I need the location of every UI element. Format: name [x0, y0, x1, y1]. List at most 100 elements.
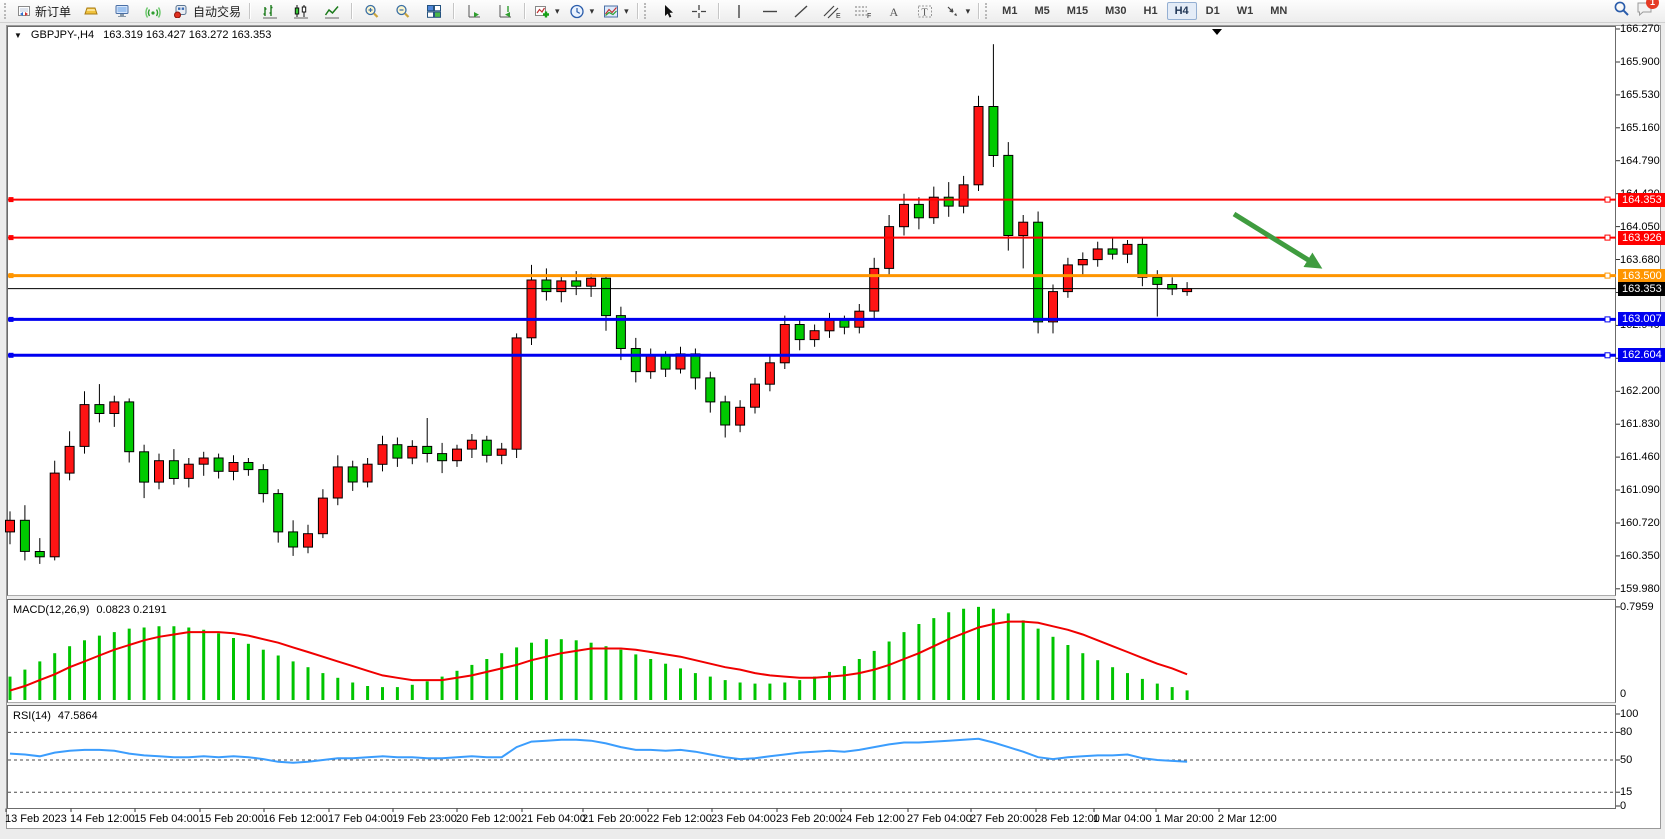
candle: [750, 383, 760, 408]
zoom-out-button[interactable]: [388, 0, 418, 22]
equidistant-channel-button[interactable]: E: [817, 0, 847, 22]
chart-shift-button[interactable]: [490, 0, 520, 22]
indicators-button[interactable]: ▾: [530, 0, 564, 22]
price-line-label: 163.926: [1618, 230, 1665, 245]
pane-divider[interactable]: [7, 702, 1616, 707]
gold-icon: [84, 7, 98, 15]
timeframe-h1-button[interactable]: H1: [1136, 2, 1166, 20]
text-button[interactable]: A: [879, 0, 909, 22]
zoom-in-button[interactable]: [357, 0, 387, 22]
gold-button[interactable]: [76, 0, 106, 22]
candle: [332, 466, 343, 499]
periods-caret-icon: ▾: [589, 5, 595, 16]
time-axis-label: 27 Feb 04:00: [907, 813, 972, 825]
time-axis-label: 2 Mar 12:00: [1218, 813, 1277, 825]
line-chart-button[interactable]: [317, 0, 347, 22]
arrows-button[interactable]: ▾: [941, 0, 975, 22]
pane-divider[interactable]: [7, 595, 1616, 600]
price-axis-tick-label: 165.530: [1620, 88, 1660, 101]
hline-right-handle[interactable]: [1604, 234, 1611, 241]
hline-left-handle[interactable]: [8, 316, 14, 322]
time-axis-label: 1 Mar 04:00: [1093, 813, 1152, 825]
timeframe-m15-button[interactable]: M15: [1059, 2, 1096, 20]
timeframe-h4-button[interactable]: H4: [1166, 2, 1197, 20]
vertical-line-button[interactable]: [724, 0, 754, 22]
candle: [347, 466, 358, 483]
periods-button[interactable]: ▾: [565, 0, 599, 22]
hline-left-handle[interactable]: [8, 235, 14, 241]
svg-text:T: T: [921, 7, 927, 18]
price-axis-tick-label: 166.270: [1620, 23, 1660, 36]
hline-left-handle[interactable]: [8, 197, 14, 203]
time-axis-label: 1 Mar 20:00: [1155, 813, 1214, 825]
candle: [794, 324, 805, 341]
autotrading-button[interactable]: 自动交易: [169, 0, 245, 22]
timeframe-d1-button[interactable]: D1: [1198, 2, 1228, 20]
crosshair-button[interactable]: [684, 0, 714, 22]
candle: [899, 203, 909, 228]
svg-text:A: A: [889, 5, 898, 19]
notifications-button[interactable]: 1: [1636, 0, 1659, 22]
candle: [452, 448, 462, 462]
line-chart-icon: [324, 5, 340, 18]
auto-scroll-icon: [468, 4, 481, 17]
candle: [1048, 291, 1058, 323]
candlestick-chart-icon: [294, 4, 309, 18]
text-label-button[interactable]: T: [910, 0, 940, 22]
timeframe-mn-button[interactable]: MN: [1262, 2, 1295, 20]
svg-text:F: F: [867, 13, 871, 19]
timeframe-m30-button[interactable]: M30: [1097, 2, 1134, 20]
hline-left-handle[interactable]: [8, 273, 14, 279]
candle: [735, 406, 746, 426]
candle: [1107, 248, 1118, 255]
new-order-label: 新订单: [35, 4, 72, 19]
auto-scroll-button[interactable]: [459, 0, 489, 22]
candle: [720, 401, 731, 426]
candle: [1137, 243, 1148, 278]
time-axis-label: 15 Feb 20:00: [199, 813, 264, 825]
main-toolbar: 新订单 自动交易: [0, 0, 1665, 23]
templates-button[interactable]: ▾: [599, 0, 633, 22]
horizontal-line-button[interactable]: [755, 0, 785, 22]
candle: [824, 319, 835, 332]
candle: [303, 533, 313, 548]
tile-windows-button[interactable]: [419, 0, 449, 22]
candle: [779, 324, 790, 364]
time-axis-label: 22 Feb 12:00: [647, 813, 712, 825]
trend-arrow-annotation[interactable]: [1232, 211, 1323, 269]
toolbar-grip[interactable]: [4, 3, 9, 19]
hline-right-handle[interactable]: [1604, 196, 1611, 203]
time-axis-label: 17 Feb 04:00: [328, 813, 393, 825]
candle: [213, 457, 224, 472]
timeframe-m1-button[interactable]: M1: [994, 2, 1025, 20]
toolbar-grip[interactable]: [985, 3, 990, 19]
price-axis-tick-label: 161.460: [1620, 451, 1660, 464]
search-button[interactable]: [1613, 0, 1630, 22]
rsi-pane: [7, 705, 1616, 809]
timeframe-m5-button[interactable]: M5: [1026, 2, 1057, 20]
hline-left-handle[interactable]: [8, 352, 14, 358]
candle: [1152, 276, 1163, 285]
signal-button[interactable]: [138, 0, 168, 22]
candle: [615, 315, 626, 350]
candlestick-chart-button[interactable]: [286, 0, 316, 22]
hline-right-handle[interactable]: [1604, 316, 1611, 323]
candle: [154, 460, 164, 483]
price-axis-tick-label: 161.090: [1620, 484, 1660, 497]
candle: [183, 463, 194, 479]
chart-objects-toggle-icon[interactable]: ▼: [14, 30, 22, 40]
hline-right-handle[interactable]: [1604, 272, 1611, 279]
trendline-button[interactable]: [786, 0, 816, 22]
toolbar-separator: [453, 3, 456, 19]
terminal-button[interactable]: [107, 0, 137, 22]
hline-right-handle[interactable]: [1604, 352, 1611, 359]
new-order-button[interactable]: 新订单: [13, 0, 75, 22]
fibonacci-button[interactable]: F: [848, 0, 878, 22]
cursor-button[interactable]: [653, 0, 683, 22]
timeframe-w1-button[interactable]: W1: [1229, 2, 1262, 20]
candle: [928, 196, 939, 219]
toolbar-grip[interactable]: [643, 3, 649, 19]
bar-chart-button[interactable]: [255, 0, 285, 22]
chart-shift-marker[interactable]: [1212, 29, 1222, 35]
